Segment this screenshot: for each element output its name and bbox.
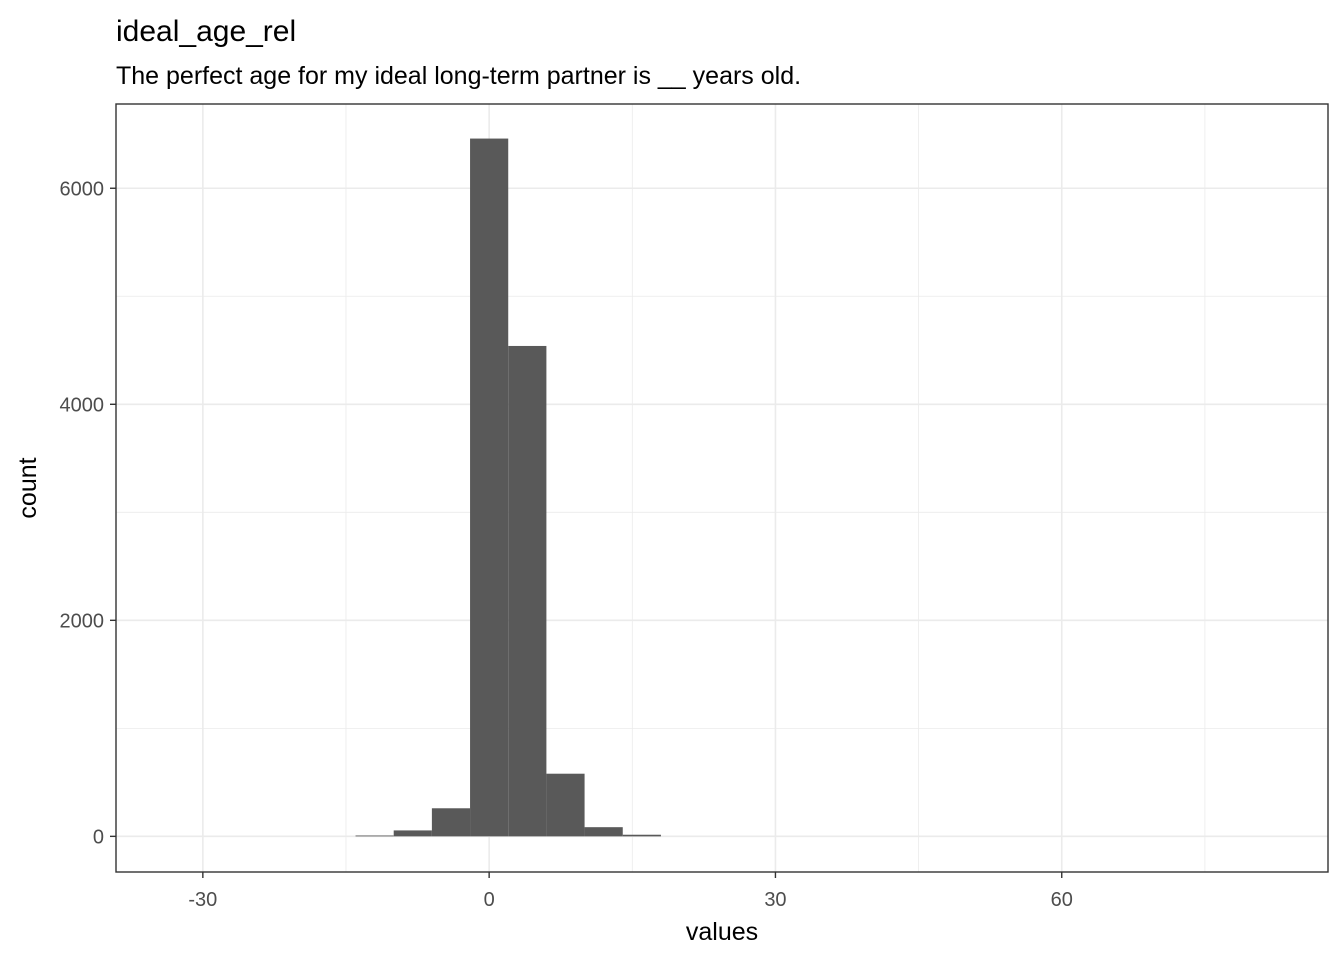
- x-tick-label: -30: [188, 889, 217, 911]
- panel-border: [115, 103, 1329, 873]
- histogram-bar-1: [393, 830, 432, 837]
- plot-panel: [116, 104, 1328, 872]
- histogram-bar-4: [508, 345, 547, 837]
- histogram-bar-2: [431, 808, 471, 837]
- x-tick-label: 60: [1051, 889, 1073, 911]
- minor-gridlines: [116, 104, 1328, 872]
- histogram-bar-7: [622, 834, 661, 837]
- histogram-bar-6: [584, 827, 623, 837]
- y-tick-label: 2000: [60, 610, 105, 632]
- y-tick-label: 0: [93, 826, 104, 848]
- x-axis-title: values: [686, 918, 758, 946]
- histogram-bars: [355, 138, 661, 837]
- x-tick-label: 30: [764, 889, 786, 911]
- x-tick-label: 0: [484, 889, 495, 911]
- y-axis: 0 2000 4000 6000: [60, 178, 116, 848]
- histogram-bar-5: [546, 773, 585, 837]
- major-gridlines: [116, 104, 1328, 872]
- y-tick-label: 6000: [60, 178, 105, 200]
- y-axis-title: count: [14, 457, 42, 518]
- chart-title: ideal_age_rel: [116, 15, 296, 48]
- histogram-bar-0: [355, 835, 394, 837]
- x-axis: -30 0 30 60: [188, 872, 1073, 911]
- histogram-bar-3: [470, 138, 509, 837]
- chart-subtitle: The perfect age for my ideal long-term p…: [116, 62, 801, 90]
- y-tick-label: 4000: [60, 394, 105, 416]
